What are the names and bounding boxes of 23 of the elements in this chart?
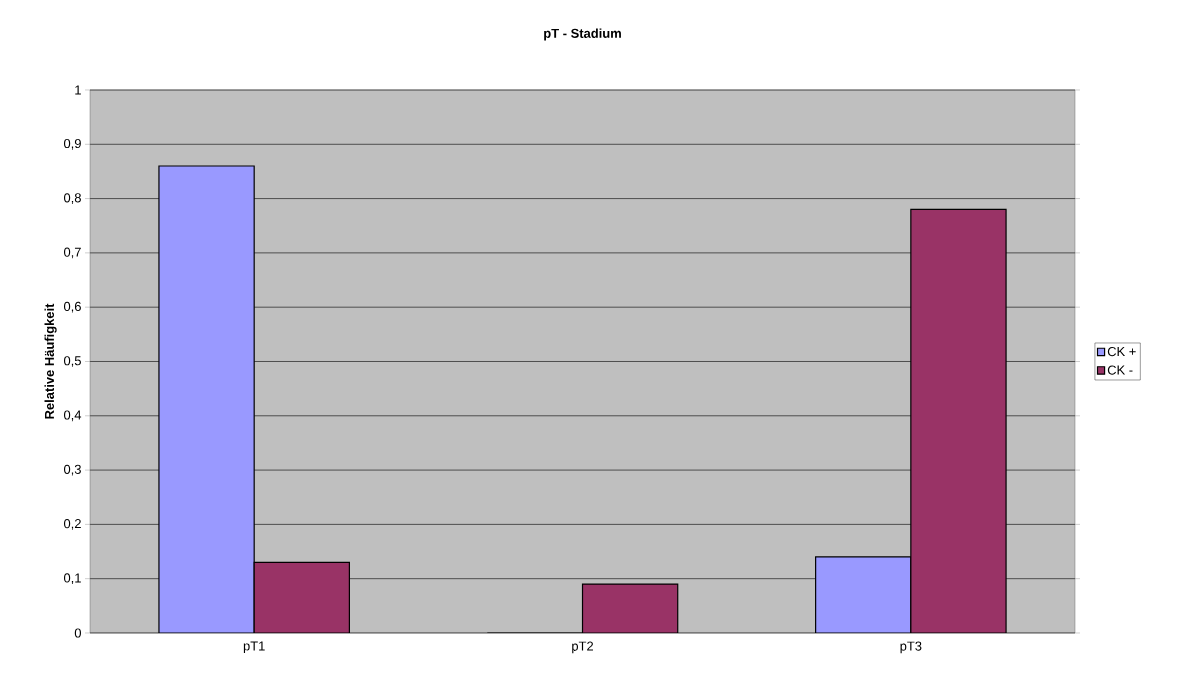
- legend-label: CK +: [1107, 346, 1136, 357]
- bar: [253, 561, 350, 633]
- bar: [581, 583, 679, 633]
- x-tick-label: pT1: [243, 641, 265, 654]
- y-tick-label: 1: [75, 85, 81, 95]
- y-tick-label: 0,7: [63, 247, 81, 259]
- chart-title: pT - Stadium: [544, 28, 621, 41]
- y-tick-label: 0,9: [63, 138, 81, 150]
- legend-label: CK -: [1107, 365, 1133, 375]
- y-tick-label: 0,1: [63, 573, 81, 585]
- y-tick-label: 0,8: [63, 193, 81, 204]
- y-tick-label: 0,5: [63, 356, 81, 367]
- y-axis-title: Relative Häufigkeit: [44, 303, 57, 419]
- bar: [815, 556, 912, 633]
- y-tick-label: 0,2: [63, 519, 81, 530]
- y-tick-label: 0,4: [63, 410, 82, 422]
- x-tick-label: pT2: [572, 641, 594, 654]
- y-tick-label: 0: [74, 628, 81, 638]
- y-tick-label: 0,6: [63, 301, 81, 313]
- bar: [910, 208, 1007, 633]
- x-tick-label: pT3: [900, 641, 922, 654]
- y-tick-label: 0,3: [63, 464, 81, 476]
- bar: [158, 165, 255, 633]
